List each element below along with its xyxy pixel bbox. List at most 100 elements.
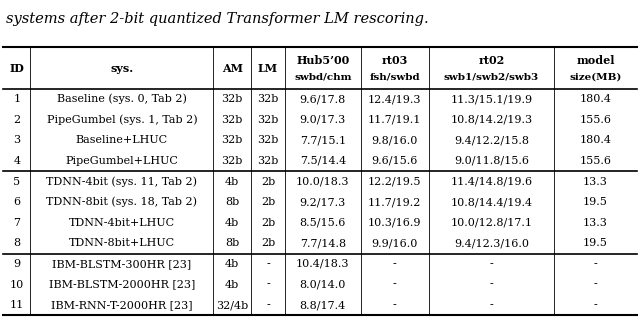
Text: 9.0/11.8/15.6: 9.0/11.8/15.6 [454,156,529,166]
Text: 10.4/18.3: 10.4/18.3 [296,259,349,269]
Text: AM: AM [221,63,243,74]
Text: swbd/chm: swbd/chm [294,72,351,81]
Text: 1: 1 [13,94,20,104]
Text: 10: 10 [10,280,24,290]
Text: IBM-BLSTM-2000HR [23]: IBM-BLSTM-2000HR [23] [49,280,195,290]
Text: 11.7/19.2: 11.7/19.2 [368,197,421,207]
Text: 32b: 32b [257,156,278,166]
Text: sys.: sys. [110,63,134,74]
Text: -: - [393,259,397,269]
Text: 32b: 32b [221,135,243,145]
Text: -: - [393,280,397,290]
Text: 32b: 32b [221,94,243,104]
Text: size(MB): size(MB) [570,72,621,81]
Text: 13.3: 13.3 [583,177,608,187]
Text: -: - [393,300,397,310]
Text: -: - [490,280,493,290]
Text: 12.2/19.5: 12.2/19.5 [368,177,421,187]
Text: 8.8/17.4: 8.8/17.4 [300,300,346,310]
Text: 9.0/17.3: 9.0/17.3 [300,115,346,125]
Text: -: - [266,259,270,269]
Text: 4b: 4b [225,259,239,269]
Text: 32b: 32b [221,156,243,166]
Text: 2b: 2b [261,177,275,187]
Text: 9.6/15.6: 9.6/15.6 [371,156,418,166]
Text: TDNN-4bit+LHUC: TDNN-4bit+LHUC [69,218,175,228]
Text: 8.5/15.6: 8.5/15.6 [300,218,346,228]
Text: rt03: rt03 [381,55,408,66]
Text: 11: 11 [10,300,24,310]
Text: 8.0/14.0: 8.0/14.0 [300,280,346,290]
Text: 13.3: 13.3 [583,218,608,228]
Text: 2b: 2b [261,197,275,207]
Text: TDNN-8bit (sys. 18, Tab 2): TDNN-8bit (sys. 18, Tab 2) [47,197,198,207]
Text: 6: 6 [13,197,20,207]
Text: 2b: 2b [261,218,275,228]
Text: 5: 5 [13,177,20,187]
Text: 32b: 32b [221,115,243,125]
Text: 155.6: 155.6 [580,115,612,125]
Text: -: - [594,280,597,290]
Text: 9: 9 [13,259,20,269]
Text: fsh/swbd: fsh/swbd [369,72,420,81]
Text: -: - [594,259,597,269]
Text: 32b: 32b [257,115,278,125]
Text: 7.7/14.8: 7.7/14.8 [300,238,346,248]
Text: PipeGumbel (sys. 1, Tab 2): PipeGumbel (sys. 1, Tab 2) [47,114,197,125]
Text: 9.9/16.0: 9.9/16.0 [371,238,418,248]
Text: -: - [490,300,493,310]
Text: PipeGumbel+LHUC: PipeGumbel+LHUC [65,156,179,166]
Text: Hub5’00: Hub5’00 [296,55,349,66]
Text: Baseline (sys. 0, Tab 2): Baseline (sys. 0, Tab 2) [57,94,187,104]
Text: 32b: 32b [257,94,278,104]
Text: 4b: 4b [225,218,239,228]
Text: 4: 4 [13,156,20,166]
Text: 4b: 4b [225,177,239,187]
Text: 9.6/17.8: 9.6/17.8 [300,94,346,104]
Text: 8b: 8b [225,238,239,248]
Text: -: - [266,300,270,310]
Text: systems after 2-bit quantized Transformer LM rescoring.: systems after 2-bit quantized Transforme… [6,12,429,27]
Text: -: - [490,259,493,269]
Text: 10.8/14.4/19.4: 10.8/14.4/19.4 [451,197,532,207]
Text: 19.5: 19.5 [583,197,608,207]
Text: 10.8/14.2/19.3: 10.8/14.2/19.3 [451,115,532,125]
Text: 180.4: 180.4 [580,135,612,145]
Text: 11.3/15.1/19.9: 11.3/15.1/19.9 [451,94,532,104]
Text: 7: 7 [13,218,20,228]
Text: 10.0/12.8/17.1: 10.0/12.8/17.1 [451,218,532,228]
Text: TDNN-4bit (sys. 11, Tab 2): TDNN-4bit (sys. 11, Tab 2) [47,176,198,187]
Text: 7.7/15.1: 7.7/15.1 [300,135,346,145]
Text: 3: 3 [13,135,20,145]
Text: 12.4/19.3: 12.4/19.3 [368,94,421,104]
Text: 9.4/12.2/15.8: 9.4/12.2/15.8 [454,135,529,145]
Text: ID: ID [10,63,24,74]
Text: 11.4/14.8/19.6: 11.4/14.8/19.6 [451,177,532,187]
Text: LM: LM [258,63,278,74]
Text: IBM-RNN-T-2000HR [23]: IBM-RNN-T-2000HR [23] [51,300,193,310]
Text: 11.7/19.1: 11.7/19.1 [368,115,421,125]
Text: Baseline+LHUC: Baseline+LHUC [76,135,168,145]
Text: 2b: 2b [261,238,275,248]
Text: 9.2/17.3: 9.2/17.3 [300,197,346,207]
Text: TDNN-8bit+LHUC: TDNN-8bit+LHUC [69,238,175,248]
Text: IBM-BLSTM-300HR [23]: IBM-BLSTM-300HR [23] [52,259,191,269]
Text: 10.0/18.3: 10.0/18.3 [296,177,349,187]
Text: 19.5: 19.5 [583,238,608,248]
Text: 7.5/14.4: 7.5/14.4 [300,156,346,166]
Text: -: - [266,280,270,290]
Text: model: model [576,55,615,66]
Text: 32b: 32b [257,135,278,145]
Text: 155.6: 155.6 [580,156,612,166]
Text: 8: 8 [13,238,20,248]
Text: rt02: rt02 [478,55,504,66]
Text: 10.3/16.9: 10.3/16.9 [368,218,421,228]
Text: -: - [594,300,597,310]
Text: 2: 2 [13,115,20,125]
Text: 4b: 4b [225,280,239,290]
Text: 9.8/16.0: 9.8/16.0 [371,135,418,145]
Text: 180.4: 180.4 [580,94,612,104]
Text: 8b: 8b [225,197,239,207]
Text: 32/4b: 32/4b [216,300,248,310]
Text: swb1/swb2/swb3: swb1/swb2/swb3 [444,72,539,81]
